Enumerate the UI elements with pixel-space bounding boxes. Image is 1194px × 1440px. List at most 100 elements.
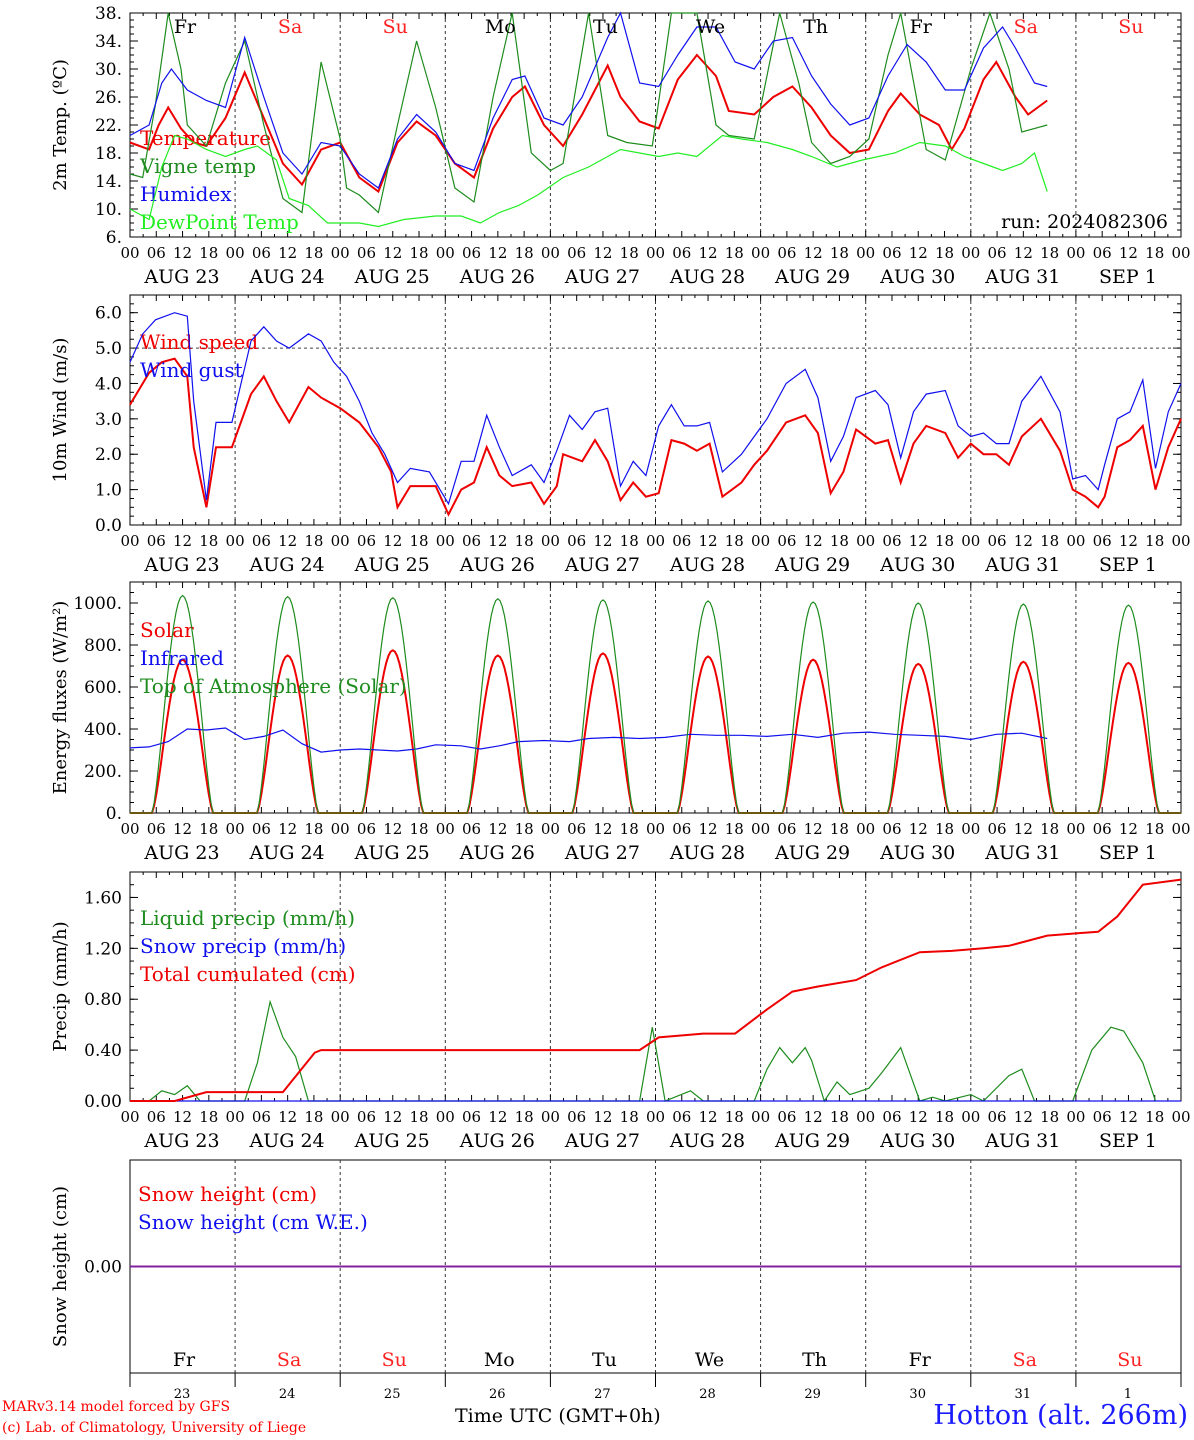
date-label: AUG 30 xyxy=(879,554,955,576)
hour-label: 12 xyxy=(383,1108,402,1126)
hour-label: 06 xyxy=(147,532,166,550)
series-line-vigne-temp xyxy=(129,11,1048,214)
day-name: Tu xyxy=(593,16,618,38)
hour-label: 00 xyxy=(856,820,875,838)
hour-label: 00 xyxy=(1066,244,1085,262)
hour-label: 12 xyxy=(909,820,928,838)
hour-label: 06 xyxy=(777,1108,796,1126)
hour-label: 00 xyxy=(331,1108,350,1126)
hour-label: 00 xyxy=(120,244,139,262)
legend-entry: Solar xyxy=(140,618,194,642)
legend-entry: Snow height (cm) xyxy=(138,1182,317,1206)
y-tick-label: 26. xyxy=(95,88,122,108)
hour-label: 00 xyxy=(541,1108,560,1126)
hour-label: 00 xyxy=(436,820,455,838)
day-number: 29 xyxy=(804,1387,821,1402)
hour-label: 00 xyxy=(120,532,139,550)
hour-label: 18 xyxy=(409,244,428,262)
y-tick-label: 18. xyxy=(95,144,122,164)
y-tick-label: 200. xyxy=(84,762,122,782)
hour-label: 06 xyxy=(567,244,586,262)
hour-label: 00 xyxy=(1171,820,1190,838)
y-axis-label: 2m Temp. (ºC) xyxy=(50,59,71,191)
date-label: SEP 1 xyxy=(1099,842,1157,864)
y-axis-label: Precip (mm/h) xyxy=(50,921,71,1051)
legend-entry: Vigne temp xyxy=(139,154,256,178)
date-label: AUG 27 xyxy=(564,554,640,576)
hour-label: 00 xyxy=(436,532,455,550)
date-label: SEP 1 xyxy=(1099,554,1157,576)
hour-label: 06 xyxy=(252,244,271,262)
hour-label: 18 xyxy=(1145,820,1164,838)
hour-label: 18 xyxy=(1040,820,1059,838)
y-tick-label: 1.60 xyxy=(84,888,122,908)
day-name: We xyxy=(696,16,725,38)
hour-label: 06 xyxy=(1093,1108,1112,1126)
hour-label: 06 xyxy=(147,820,166,838)
hour-label: 12 xyxy=(488,244,507,262)
hour-label: 18 xyxy=(830,244,849,262)
hour-label: 00 xyxy=(961,1108,980,1126)
hour-label: 06 xyxy=(567,532,586,550)
y-tick-label: 22. xyxy=(95,116,122,136)
hour-label: 12 xyxy=(909,1108,928,1126)
hour-label: 18 xyxy=(725,1108,744,1126)
day-number: 26 xyxy=(489,1387,506,1402)
legend-entry: Infrared xyxy=(140,646,224,670)
series-line-infrared xyxy=(129,727,1048,753)
hour-label: 12 xyxy=(804,244,823,262)
hour-label: 18 xyxy=(935,1108,954,1126)
lab-credit: (c) Lab. of Climatology, University of L… xyxy=(2,1420,307,1436)
hour-label: 00 xyxy=(1066,1108,1085,1126)
hour-label: 00 xyxy=(961,820,980,838)
y-tick-label: 38. xyxy=(95,4,122,24)
day-name: Mo xyxy=(485,16,516,38)
hour-label: 12 xyxy=(383,532,402,550)
y-tick-label: 0.00 xyxy=(84,1092,122,1112)
hour-label: 00 xyxy=(1066,532,1085,550)
series-line-temperature xyxy=(129,53,1048,194)
date-label: AUG 29 xyxy=(774,842,850,864)
y-tick-label: 0. xyxy=(106,804,122,824)
date-label: AUG 24 xyxy=(249,1130,325,1152)
legend-entry: Liquid precip (mm/h) xyxy=(140,906,355,930)
date-label: AUG 24 xyxy=(249,554,325,576)
day-name: Mo xyxy=(484,1349,515,1371)
hour-label: 00 xyxy=(751,1108,770,1126)
station-name: Hotton (alt. 266m) xyxy=(933,1400,1188,1431)
hour-label: 00 xyxy=(120,1108,139,1126)
y-axis-label: Energy fluxes (W/m²) xyxy=(50,601,71,795)
hour-label: 00 xyxy=(751,820,770,838)
day-name: Tu xyxy=(592,1349,617,1371)
y-tick-label: 0.40 xyxy=(84,1041,122,1061)
date-label: AUG 31 xyxy=(984,266,1060,288)
hour-label: 12 xyxy=(173,820,192,838)
hour-label: 06 xyxy=(672,244,691,262)
hour-label: 00 xyxy=(226,820,245,838)
hour-label: 06 xyxy=(777,532,796,550)
hour-label: 12 xyxy=(173,532,192,550)
hour-label: 00 xyxy=(436,244,455,262)
hour-label: 06 xyxy=(462,244,481,262)
hour-label: 06 xyxy=(777,820,796,838)
day-number: 28 xyxy=(699,1387,716,1402)
y-tick-label: 14. xyxy=(95,172,122,192)
hour-label: 12 xyxy=(1014,532,1033,550)
hour-label: 00 xyxy=(751,532,770,550)
hour-label: 18 xyxy=(620,532,639,550)
hour-label: 18 xyxy=(304,820,323,838)
legend-entry: Wind speed xyxy=(140,330,258,354)
hour-label: 18 xyxy=(620,244,639,262)
hour-label: 18 xyxy=(1145,244,1164,262)
hour-label: 06 xyxy=(357,820,376,838)
hour-label: 12 xyxy=(804,1108,823,1126)
hour-label: 06 xyxy=(357,1108,376,1126)
date-label: AUG 25 xyxy=(354,842,430,864)
hour-label: 00 xyxy=(436,1108,455,1126)
panel-4: 0.00 0.40 0.80 1.20 1.60 Precip (mm/h) Liquid … xyxy=(50,871,1191,1152)
hour-label: 18 xyxy=(199,244,218,262)
panel-2: 0.0 1.0 2.0 3.0 4.0 5.0 6.0 10m Wind (m/s) Wind … xyxy=(50,294,1191,576)
date-label: AUG 30 xyxy=(879,1130,955,1152)
hour-label: 00 xyxy=(541,244,560,262)
y-tick-label: 6. xyxy=(106,228,122,248)
